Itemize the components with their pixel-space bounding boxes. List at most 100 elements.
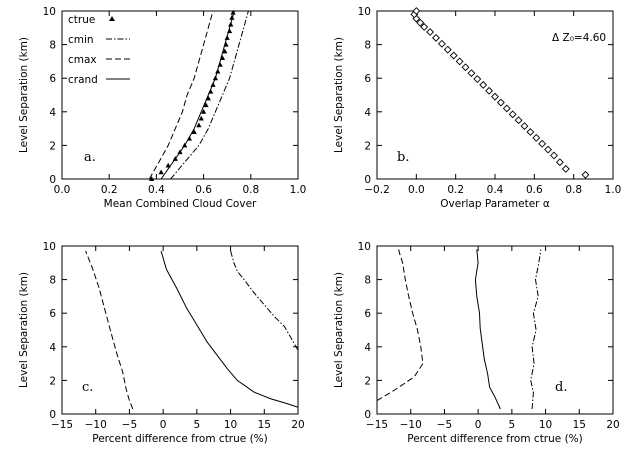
overlap-point-marker <box>455 57 464 66</box>
legend-label-ctrue: ctrue <box>68 14 95 26</box>
crand-line <box>160 10 235 180</box>
x-tick-label: 0.2 <box>101 184 118 196</box>
overlap-point-marker <box>437 39 446 48</box>
cmax-line <box>148 10 214 180</box>
x-tick-label: 1.0 <box>605 184 622 196</box>
y-axis-label: Level Separation (km) <box>333 37 345 153</box>
ctrue-marker <box>229 14 235 20</box>
legend-label-cmin: cmin <box>68 34 94 46</box>
x-axis-label: Mean Combined Cloud Cover <box>104 198 257 210</box>
crand-line <box>474 249 501 410</box>
y-tick-label: 10 <box>43 241 56 253</box>
overlap-point-marker <box>449 51 458 60</box>
overlap-point-marker <box>550 151 558 160</box>
y-tick-label: 6 <box>49 73 56 85</box>
panel-a: 0.0 0.2 0.4 0.6 0.8 1.0 0 2 4 6 8 10 Mean Combined C… <box>18 6 306 210</box>
overlap-point-marker <box>502 104 511 113</box>
y-tick-label: 0 <box>49 409 56 421</box>
overlap-point-marker <box>479 80 488 89</box>
y-tick-label: 0 <box>49 174 56 186</box>
y-tick-label: 4 <box>364 342 371 354</box>
overlap-point-marker <box>555 158 564 167</box>
panel-d: −15 −10 −5 0 5 10 15 20 0 2 4 6 8 10 Percent differenc… <box>333 241 620 445</box>
y-tick-label: 10 <box>358 241 371 253</box>
y-tick-label: 10 <box>43 6 56 18</box>
x-tick-label: 0 <box>475 419 482 431</box>
cmin-line <box>530 249 542 410</box>
legend-ctrue-symbol <box>109 16 115 21</box>
ctrue-marker <box>149 176 155 181</box>
overlap-point-marker <box>514 116 523 125</box>
y-tick-label: 2 <box>364 140 371 152</box>
x-tick-label: 0.8 <box>565 184 582 196</box>
legend-label-cmax: cmax <box>68 54 97 66</box>
overlap-point-marker <box>420 23 429 31</box>
cmin-line <box>230 250 298 351</box>
overlap-point-marker <box>491 92 499 101</box>
overlap-point-marker <box>538 139 547 148</box>
crand-line <box>160 250 298 408</box>
ctrue-marker <box>203 102 209 108</box>
y-tick-label: 10 <box>358 6 371 18</box>
x-tick-label: −0.2 <box>364 184 390 196</box>
x-tick-label: 0.4 <box>148 184 165 196</box>
y-tick-label: 8 <box>49 275 56 287</box>
x-tick-label: 5 <box>194 419 201 431</box>
x-tick-label: 0.0 <box>408 184 425 196</box>
overlap-point-marker <box>485 86 494 95</box>
x-tick-label: −15 <box>51 419 73 431</box>
overlap-point-marker <box>426 28 435 36</box>
ctrue-marker <box>196 122 202 128</box>
overlap-point-marker <box>412 7 421 15</box>
x-tick-label: 10 <box>224 419 237 431</box>
x-axis-label: Overlap Parameter α <box>440 198 550 210</box>
x-tick-label: 0 <box>160 419 167 431</box>
panel-c: −15 −10 −5 0 5 10 15 20 0 2 4 6 8 10 Percent differenc… <box>18 241 305 445</box>
overlap-point-marker <box>520 122 529 131</box>
overlap-point-marker <box>443 45 452 54</box>
x-tick-label: 20 <box>606 419 619 431</box>
x-tick-label: 0.0 <box>54 184 71 196</box>
legend-label-crand: crand <box>68 74 98 86</box>
y-tick-label: 2 <box>364 375 371 387</box>
x-tick-label: −5 <box>122 419 137 431</box>
ctrue-marker <box>198 115 204 121</box>
x-tick-label: 0.6 <box>195 184 212 196</box>
x-tick-label: 0.6 <box>526 184 543 196</box>
x-tick-label: −10 <box>85 419 107 431</box>
cmax-line <box>377 249 424 402</box>
x-tick-label: −5 <box>437 419 452 431</box>
y-axis-label: Level Separation (km) <box>333 272 345 388</box>
overlap-point-marker <box>526 128 535 136</box>
plot-frame <box>376 245 614 415</box>
overlap-point-marker <box>544 145 553 154</box>
panel-b: −0.2 0.0 0.2 0.4 0.6 0.8 1.0 0 2 4 6 8 10 Overlap Par… <box>333 6 621 210</box>
y-axis-label: Level Separation (km) <box>18 37 30 153</box>
panel-label: d. <box>555 380 567 395</box>
ctrue-marker <box>230 9 236 15</box>
y-axis-label: Level Separation (km) <box>18 272 30 388</box>
y-tick-label: 2 <box>49 140 56 152</box>
ctrue-marker <box>191 129 197 134</box>
overlap-point-marker <box>532 133 541 142</box>
ctrue-marker <box>201 109 207 114</box>
delta-z-annotation: Δ Z₀=4.60 <box>552 32 606 44</box>
x-axis-label: Percent difference from ctrue (%) <box>407 433 583 445</box>
panel-label: c. <box>82 380 93 395</box>
overlap-point-marker <box>508 110 517 119</box>
y-tick-label: 6 <box>49 308 56 320</box>
overlap-point-marker <box>561 164 570 173</box>
y-tick-label: 8 <box>364 275 371 287</box>
y-tick-label: 4 <box>49 342 56 354</box>
overlap-point-marker <box>461 63 470 72</box>
overlap-point-marker <box>416 18 425 27</box>
x-tick-label: 15 <box>258 419 271 431</box>
y-tick-label: 6 <box>364 73 371 85</box>
x-tick-label: 5 <box>509 419 516 431</box>
y-tick-label: 4 <box>364 107 371 119</box>
overlap-point-marker <box>496 98 505 107</box>
x-tick-label: 15 <box>573 419 586 431</box>
ctrue-marker <box>222 48 228 54</box>
x-tick-label: 20 <box>291 419 304 431</box>
